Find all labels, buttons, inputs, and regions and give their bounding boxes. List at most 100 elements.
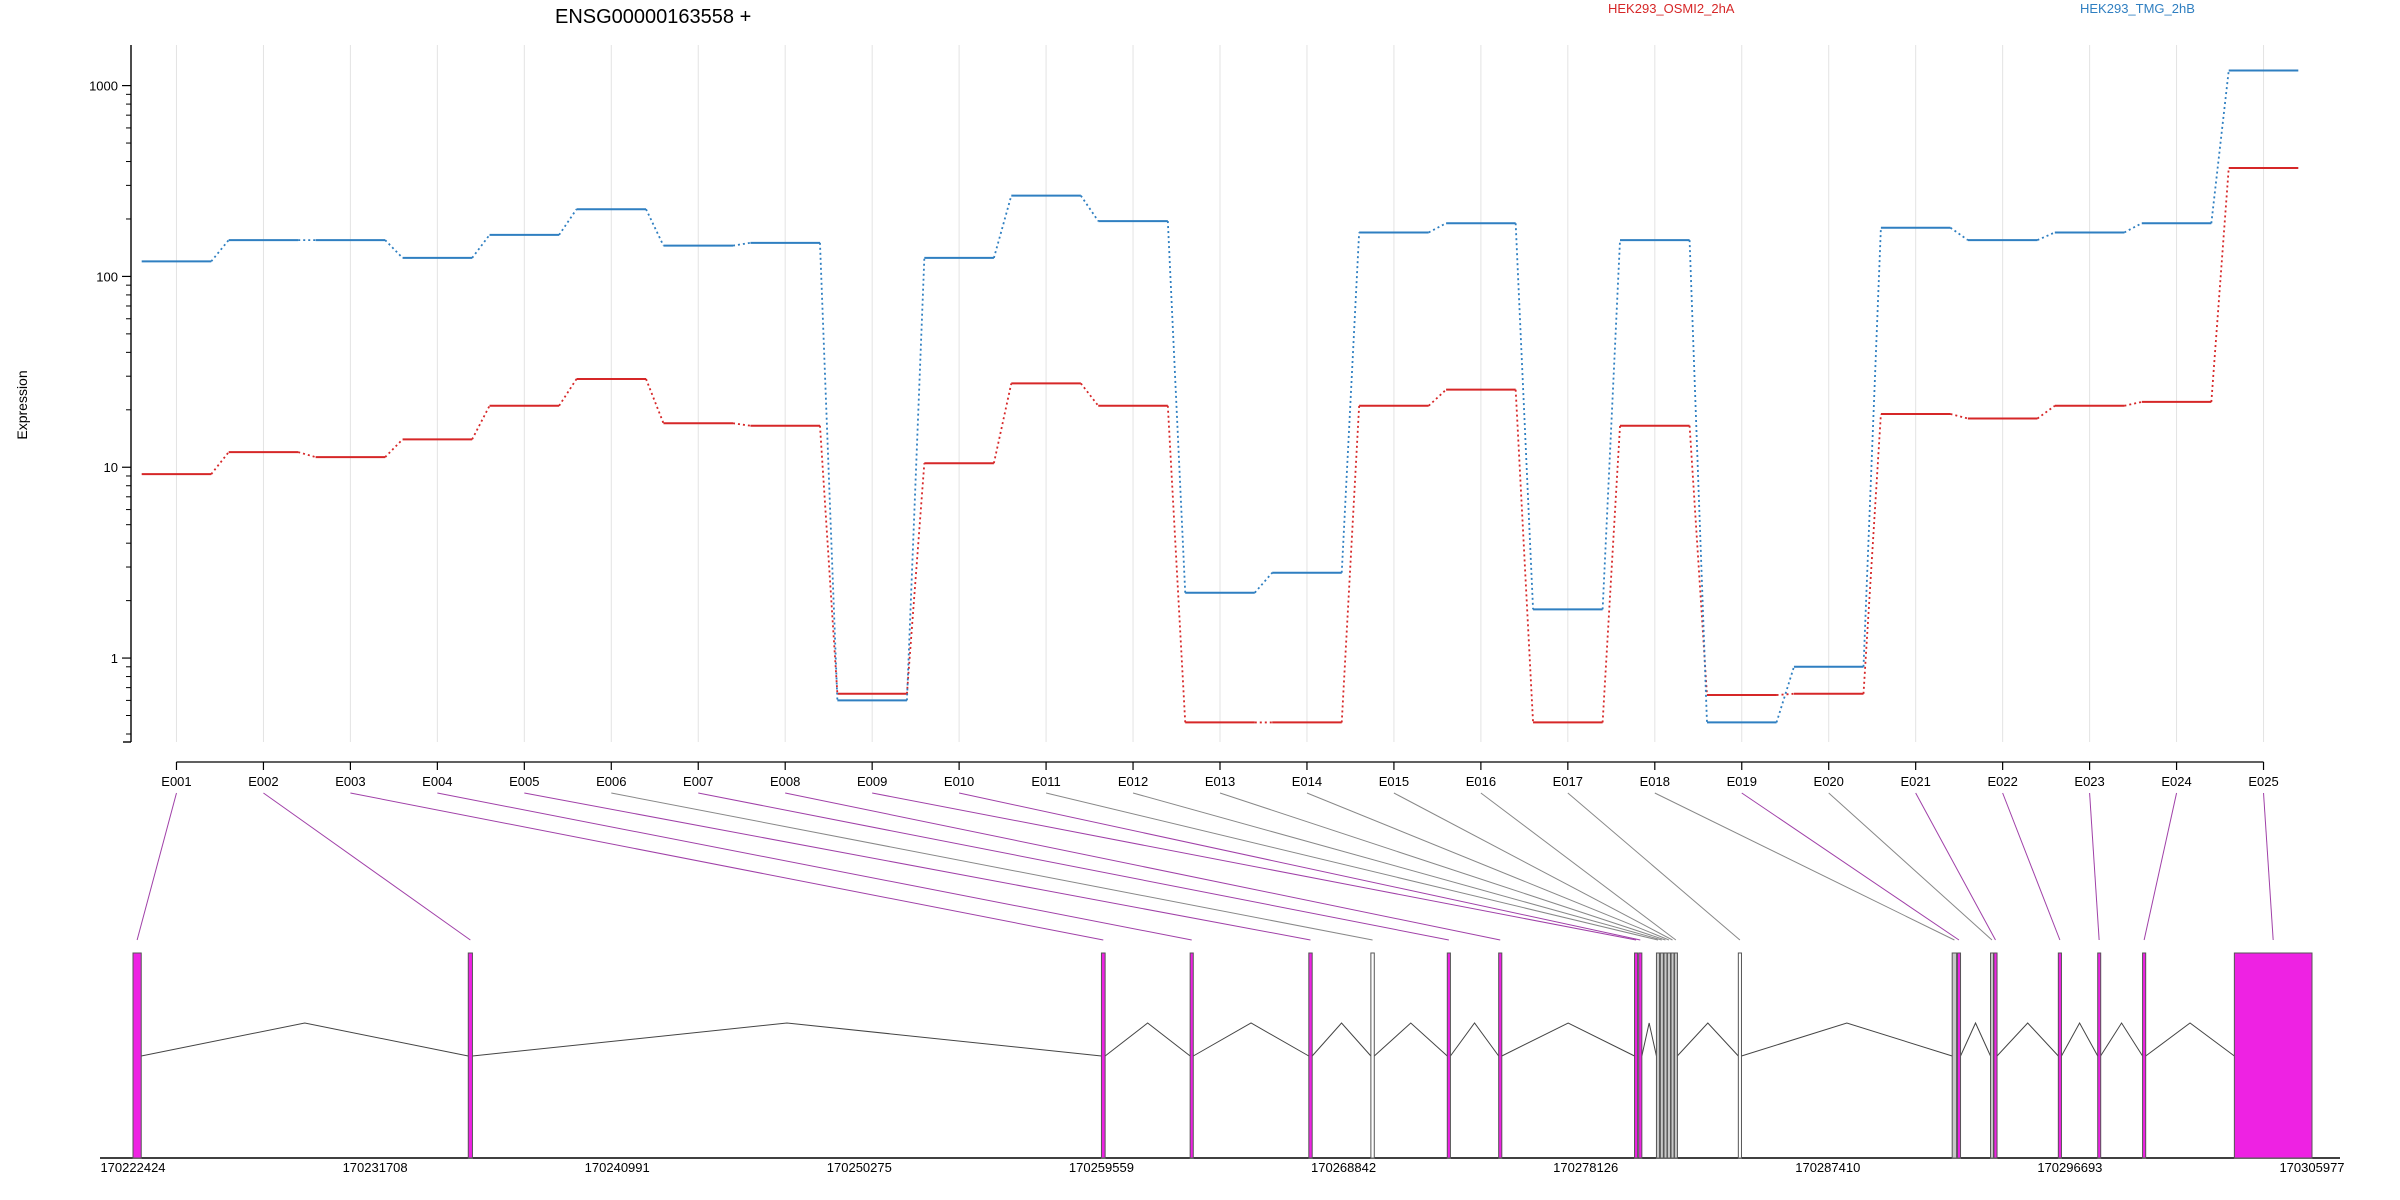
connector-E014 (1306, 792, 1670, 941)
series-0-connector (2210, 167, 2230, 402)
series-0-connector (384, 438, 404, 458)
chart-title: ENSG00000163558 + (555, 6, 751, 28)
y-tick-label: 10 (104, 460, 118, 475)
x-tick-label-E024: E024 (2161, 774, 2191, 789)
exon-E010 (1638, 952, 1643, 1159)
exon-E014 (1666, 952, 1672, 1159)
intron-line (2145, 1022, 2235, 1057)
exon-E020 (1990, 952, 1995, 1159)
series-1-connector (1428, 222, 1447, 234)
genomic-position-label: 170240991 (585, 1160, 650, 1175)
exon-E015 (1670, 952, 1675, 1159)
x-tick-label-E018: E018 (1640, 774, 1670, 789)
x-tick-label-E002: E002 (248, 774, 278, 789)
x-tick-label-E017: E017 (1553, 774, 1583, 789)
exon-E024 (2142, 952, 2147, 1159)
connector-E004 (437, 792, 1192, 941)
series-1-connector (210, 239, 230, 262)
series-0-connector (993, 383, 1013, 464)
series-0-connector (906, 463, 926, 694)
y-tick-label: 100 (96, 269, 118, 284)
connector-E024 (2143, 792, 2178, 941)
legend-entry-tmg: HEK293_TMG_2hB (2080, 1, 2195, 16)
series-1-connector (993, 195, 1013, 259)
exon-E021 (1993, 952, 1998, 1159)
x-tick-label-E012: E012 (1118, 774, 1148, 789)
connector-E006 (611, 792, 1373, 941)
legend-entry-osmi2: HEK293_OSMI2_2hA (1608, 1, 1735, 16)
x-tick-label-E022: E022 (1987, 774, 2017, 789)
exon-E011 (1655, 952, 1661, 1159)
intron-line (2100, 1022, 2143, 1057)
exon-E009 (1634, 952, 1639, 1159)
series-1-connector (1340, 232, 1361, 573)
series-0-connector (471, 405, 491, 440)
connector-E013 (1219, 792, 1666, 941)
intron-line (1676, 1022, 1739, 1057)
exon-E013 (1663, 952, 1668, 1159)
x-tick-label-E021: E021 (1900, 774, 1930, 789)
series-0-connector (1514, 389, 1534, 723)
connector-E008 (785, 792, 1501, 941)
series-1-connector (1254, 572, 1273, 594)
series-0-connector (1166, 405, 1187, 723)
series-1-connector (1688, 240, 1708, 723)
x-tick-label-E005: E005 (509, 774, 539, 789)
exon-connectors (136, 792, 2274, 941)
grid-lines (175, 45, 2265, 742)
exon-E018 (1951, 952, 1958, 1159)
connector-E021 (1915, 792, 1996, 941)
x-tick-label-E015: E015 (1379, 774, 1409, 789)
x-tick-label-E009: E009 (857, 774, 887, 789)
x-tick-label-E007: E007 (683, 774, 713, 789)
connector-E025 (2263, 792, 2274, 941)
x-tick-label-E025: E025 (2248, 774, 2278, 789)
series-0-connector (732, 422, 751, 427)
intron-line (1450, 1022, 1500, 1057)
exon-E004 (1189, 952, 1194, 1159)
exon-E002 (467, 952, 473, 1159)
exon-E023 (2097, 952, 2102, 1159)
connector-E018 (1654, 792, 1955, 941)
genomic-position-label: 170259559 (1069, 1160, 1134, 1175)
x-tick-label-E013: E013 (1205, 774, 1235, 789)
series-lines (141, 69, 2299, 724)
genomic-position-label: 170250275 (827, 1160, 892, 1175)
intron-line (141, 1022, 469, 1057)
x-tick-label-E010: E010 (944, 774, 974, 789)
series-1-connector (2210, 70, 2230, 224)
series-1-connector (2123, 222, 2143, 234)
connector-E015 (1393, 792, 1673, 941)
connector-E007 (698, 792, 1449, 941)
series-1-connector (645, 208, 665, 247)
series-1-connector (732, 241, 751, 247)
genomic-position-label: 170231708 (343, 1160, 408, 1175)
axes: 1 10 100 1000 E001 E002 E003 E004 E005 E006 E007 E0… (89, 45, 2279, 789)
intron-line (1193, 1022, 1310, 1057)
y-axis-label: Expression (14, 370, 30, 439)
x-tick-label-E003: E003 (335, 774, 365, 789)
x-tick-label-E016: E016 (1466, 774, 1496, 789)
intron-line (1104, 1022, 1191, 1057)
exon-E005 (1308, 952, 1313, 1159)
series-0-connector (558, 378, 578, 407)
x-tick-label-E008: E008 (770, 774, 800, 789)
genomic-position-label: 170268842 (1311, 1160, 1376, 1175)
series-0-connector (1080, 382, 1099, 407)
series-1-connector (1862, 227, 1882, 667)
exon-E016 (1673, 952, 1678, 1159)
x-tick-label-E006: E006 (596, 774, 626, 789)
connector-E017 (1567, 792, 1741, 941)
connector-E003 (350, 792, 1104, 941)
intron-line (472, 1022, 1102, 1057)
series-1-connector (1775, 666, 1795, 723)
connector-E019 (1741, 792, 1960, 941)
series-1-connector (1601, 240, 1621, 610)
connector-E022 (2002, 792, 2061, 941)
genomic-position-label: 170278126 (1553, 1160, 1618, 1175)
gene-model: 170222424 170231708 170240991 170250275 1702… (100, 952, 2345, 1175)
genomic-position-label: 170305977 (2279, 1160, 2344, 1175)
series-1-connector (1514, 223, 1534, 610)
x-tick-label-E014: E014 (1292, 774, 1322, 789)
